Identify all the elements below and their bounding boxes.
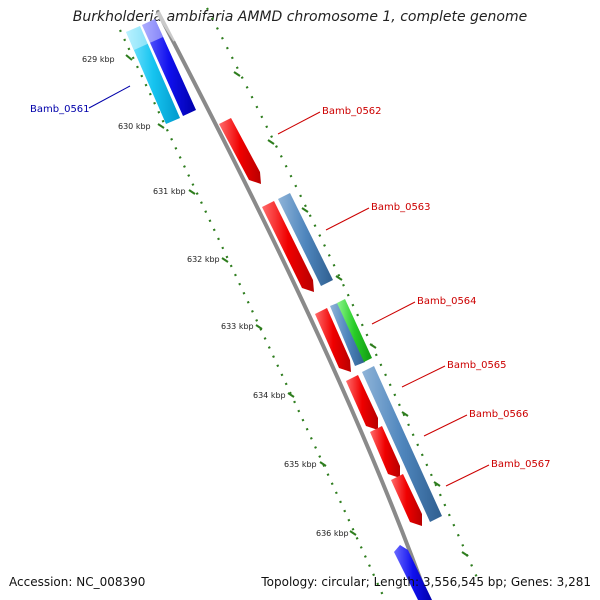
gene-bamb-0566-feature[interactable] xyxy=(362,366,442,522)
label-bamb-0563[interactable]: Bamb_0563 xyxy=(371,202,431,213)
leader-bamb-0566 xyxy=(423,414,468,437)
gene-bamb-0563[interactable] xyxy=(262,193,333,292)
gene-next-blue[interactable] xyxy=(394,545,432,600)
label-bamb-0567[interactable]: Bamb_0567 xyxy=(491,459,551,470)
label-bamb-0561[interactable]: Bamb_0561 xyxy=(30,104,90,115)
label-bamb-0564[interactable]: Bamb_0564 xyxy=(417,296,477,307)
gene-bamb-0562-arrow[interactable] xyxy=(219,118,261,184)
gene-bamb-0565-arrow[interactable] xyxy=(346,375,378,430)
tick-label-631: 631 kbp xyxy=(153,187,186,196)
tick-mark-632 xyxy=(221,257,229,263)
chromosome-backbone xyxy=(156,10,430,600)
gene-labels: Bamb_0561 Bamb_0562 Bamb_0563 Bamb_0564 … xyxy=(30,104,551,470)
gene-bamb-0562[interactable] xyxy=(219,118,261,184)
map-title: Burkholderia ambifaria AMMD chromosome 1… xyxy=(72,9,528,25)
backbone-fade xyxy=(155,10,179,42)
gene-bamb-0564-feature[interactable] xyxy=(330,302,365,366)
tick-mark-636 xyxy=(349,530,357,536)
gene-bamb-0566[interactable] xyxy=(362,366,442,522)
gene-next-blue-arrow[interactable] xyxy=(394,545,432,600)
gene-bamb-0567[interactable] xyxy=(391,474,422,526)
gene-bamb-0561-fade xyxy=(126,19,163,50)
tick-label-634: 634 kbp xyxy=(253,391,286,400)
leader-bamb-0565 xyxy=(401,365,446,388)
gene-bamb-0567-arrow[interactable] xyxy=(391,474,422,526)
tick-marks xyxy=(125,54,357,536)
gene-bamb-0564[interactable] xyxy=(315,299,372,372)
tick-mark-631 xyxy=(188,189,196,195)
tick-labels: 629 kbp 630 kbp 631 kbp 632 kbp 633 kbp … xyxy=(82,55,349,538)
topology-text: Topology: circular; Length: 3,556,545 bp… xyxy=(261,575,591,589)
accession-text: Accession: NC_008390 xyxy=(9,575,146,589)
gene-bamb-0566-arrow[interactable] xyxy=(370,426,400,478)
leader-bamb-0564 xyxy=(371,301,416,325)
leader-bamb-0561 xyxy=(88,85,131,109)
tick-label-632: 632 kbp xyxy=(187,255,220,264)
gene-bamb-0561[interactable] xyxy=(126,19,196,124)
gene-bamb-0563-feature[interactable] xyxy=(278,193,333,286)
gene-bamb-0565[interactable] xyxy=(346,375,378,430)
leader-bamb-0563 xyxy=(325,207,370,231)
tick-mark-634 xyxy=(287,392,295,398)
label-bamb-0562[interactable]: Bamb_0562 xyxy=(322,106,382,117)
label-bamb-0566[interactable]: Bamb_0566 xyxy=(469,409,529,420)
gene-bamb-0561-feature[interactable] xyxy=(126,26,180,124)
leader-bamb-0562 xyxy=(277,111,321,135)
tick-label-630: 630 kbp xyxy=(118,122,151,131)
tick-mark-629 xyxy=(125,54,133,61)
leader-bamb-0567 xyxy=(445,464,490,487)
label-bamb-0565[interactable]: Bamb_0565 xyxy=(447,360,507,371)
outer-tick-marks xyxy=(233,71,469,557)
gene-bamb-0564-arrow[interactable] xyxy=(315,308,351,372)
outer-tick-track xyxy=(206,7,480,581)
gene-bamb-0563-arrow[interactable] xyxy=(262,201,314,292)
label-leaders xyxy=(88,85,490,487)
tick-mark-630 xyxy=(157,123,165,129)
tick-label-633: 633 kbp xyxy=(221,322,254,331)
tick-label-636: 636 kbp xyxy=(316,529,349,538)
tick-label-635: 635 kbp xyxy=(284,460,317,469)
gene-bamb-0561-cds[interactable] xyxy=(142,19,196,116)
tick-label-629: 629 kbp xyxy=(82,55,115,64)
gene-bamb-0564-rna[interactable] xyxy=(337,299,372,362)
tick-mark-635 xyxy=(319,461,327,467)
tick-mark-633 xyxy=(255,324,263,330)
